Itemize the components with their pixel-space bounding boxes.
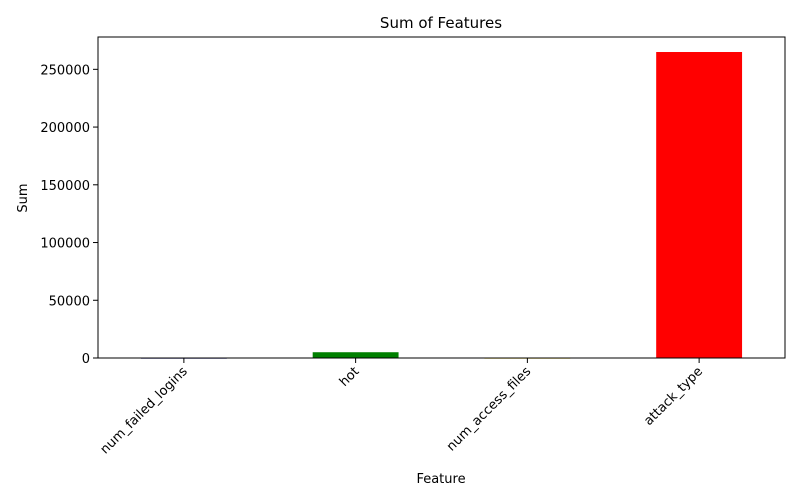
y-tick-label: 0	[82, 352, 90, 367]
bar-attack_type	[656, 52, 743, 358]
x-axis: num_failed_logins hot num_access_files atta…	[98, 358, 706, 457]
chart-title: Sum of Features	[380, 14, 502, 32]
bars-group	[140, 52, 743, 359]
y-tick-label: 250000	[40, 63, 90, 78]
y-tick-label: 50000	[49, 294, 90, 309]
x-tick-label: hot	[337, 364, 363, 390]
y-tick-label: 150000	[40, 179, 90, 194]
x-tick-label: num_access_files	[444, 364, 534, 454]
x-tick-label: attack_type	[641, 364, 706, 429]
y-axis: 0 50000 100000 150000 200000 250000	[40, 63, 98, 367]
bar-hot	[312, 352, 399, 358]
x-tick-label: num_failed_logins	[98, 364, 191, 457]
plot-frame	[97, 36, 786, 359]
y-tick-label: 100000	[40, 237, 90, 252]
y-axis-label: Sum	[16, 183, 31, 212]
y-tick-label: 200000	[40, 121, 90, 136]
x-axis-label: Feature	[416, 472, 465, 487]
